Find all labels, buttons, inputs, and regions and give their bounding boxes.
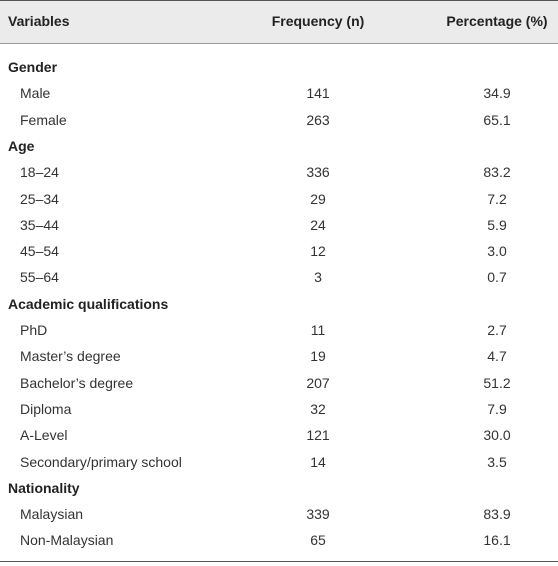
cell-value: 5.9 [487, 216, 507, 233]
cell-value: 4.7 [487, 348, 507, 365]
header-background [0, 1, 558, 43]
group-label: Academic qualifications [8, 295, 169, 312]
cell-value: 11 [310, 322, 326, 338]
row-label: Female [20, 111, 67, 128]
cell-value: 19 [310, 348, 326, 365]
cell-value: 3.0 [487, 243, 507, 260]
row-label: Male [20, 85, 51, 102]
row-label: Non-Malaysian [20, 532, 114, 549]
cell-value: 83.9 [483, 506, 511, 523]
cell-value: 207 [306, 374, 330, 391]
row-label: PhD [20, 322, 48, 338]
row-label: Diploma [20, 400, 72, 417]
row-label: 55–64 [20, 269, 59, 286]
cell-value: 29 [310, 190, 326, 207]
cell-value: 3 [314, 269, 322, 286]
cell-value: 51.2 [483, 374, 511, 391]
cell-value: 24 [310, 216, 326, 233]
cell-value: 0.7 [487, 269, 507, 286]
row-label: Malaysian [20, 506, 84, 523]
row-label: A-Level [20, 427, 68, 444]
cell-value: 121 [306, 427, 330, 444]
cell-value: 65.1 [483, 111, 511, 128]
header-rule [0, 43, 558, 44]
cell-value: 34.9 [483, 85, 511, 102]
cell-value: 30.0 [483, 427, 511, 444]
cell-value: 3.5 [487, 453, 507, 470]
column-header: Percentage (%) [446, 13, 548, 29]
cell-value: 263 [306, 111, 330, 128]
cell-value: 7.2 [487, 190, 507, 207]
cell-value: 336 [306, 164, 330, 181]
cell-value: 16.1 [483, 532, 511, 549]
cell-value: 2.7 [487, 322, 507, 338]
cell-value: 32 [310, 400, 326, 417]
row-label: Bachelor’s degree [20, 374, 134, 391]
cell-value: 12 [310, 243, 326, 260]
cell-value: 14 [310, 453, 326, 470]
column-header: Variables [8, 13, 70, 29]
group-label: Age [8, 137, 35, 154]
top-rule [0, 0, 558, 1]
row-label: Master’s degree [20, 348, 121, 365]
cell-value: 141 [306, 85, 330, 102]
cell-value: 65 [310, 532, 326, 549]
row-label: Secondary/primary school [20, 453, 182, 470]
cell-value: 7.9 [487, 400, 507, 417]
row-label: 25–34 [20, 190, 59, 207]
column-header: Frequency (n) [271, 13, 365, 29]
row-label: 18–24 [20, 164, 59, 181]
row-label: 45–54 [20, 243, 59, 260]
group-label: Gender [8, 59, 58, 75]
bottom-rule [0, 561, 558, 562]
group-label: Nationality [8, 479, 80, 496]
row-label: 35–44 [20, 216, 59, 233]
cell-value: 339 [306, 506, 330, 523]
cell-value: 83.2 [483, 164, 511, 181]
